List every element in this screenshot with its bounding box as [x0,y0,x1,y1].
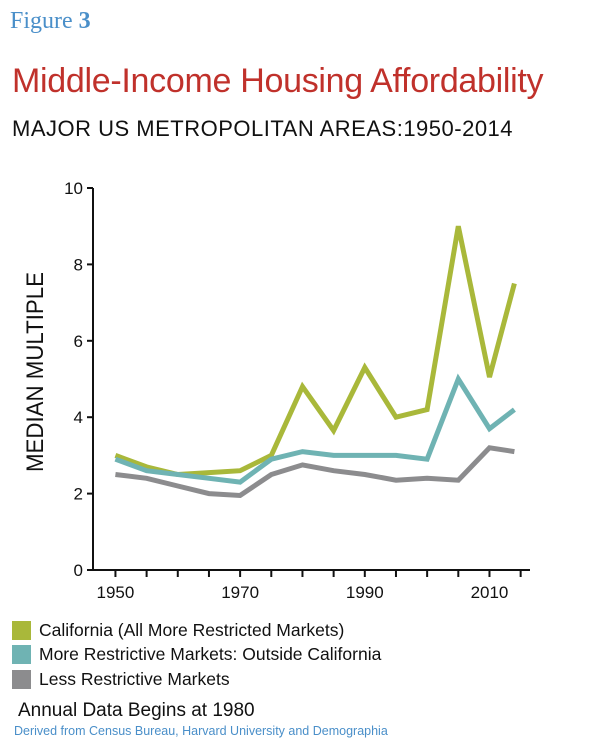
y-tick-label: 10 [64,179,83,198]
annual-data-note: Annual Data Begins at 1980 [18,700,255,721]
legend-item: California (All More Restricted Markets) [12,618,381,643]
x-tick-label: 2010 [471,583,509,602]
y-tick-label: 8 [74,255,83,274]
x-tick-label: 1970 [221,583,259,602]
chart-legend: California (All More Restricted Markets)… [12,618,381,692]
x-tick-label: 1950 [97,583,135,602]
series-line-2 [114,373,516,485]
series-line-3 [115,445,515,499]
legend-label: More Restrictive Markets: Outside Califo… [39,644,382,665]
legend-swatch [12,669,31,689]
axes: 0 2 4 6 8 10 1950 1970 1990 2010 [64,179,530,602]
chart-subtitle: MAJOR US METROPOLITAN AREAS:1950-2014 [12,116,514,141]
y-tick-label: 6 [74,332,83,351]
legend-swatch [12,620,31,640]
figure-number: 3 [78,8,91,34]
legend-item: More Restrictive Markets: Outside Califo… [12,643,381,668]
series-line-1 [114,225,517,478]
figure-label-text: Figure [10,8,73,34]
source-note: Derived from Census Bureau, Harvard Univ… [14,724,388,738]
legend-label: California (All More Restricted Markets) [39,619,345,640]
legend-label: Less Restrictive Markets [39,668,230,689]
y-tick-label: 0 [74,561,83,580]
series-lines [114,225,517,499]
x-tick-label: 1990 [346,583,384,602]
figure-label: Figure 3 [10,8,91,35]
legend-item: Less Restrictive Markets [12,667,381,692]
legend-swatch [12,645,31,665]
y-tick-label: 4 [74,408,83,427]
y-axis-label: MEDIAN MULTIPLE [22,272,49,472]
y-tick-label: 2 [74,485,83,504]
chart-title: Middle-Income Housing Affordability [12,62,544,100]
